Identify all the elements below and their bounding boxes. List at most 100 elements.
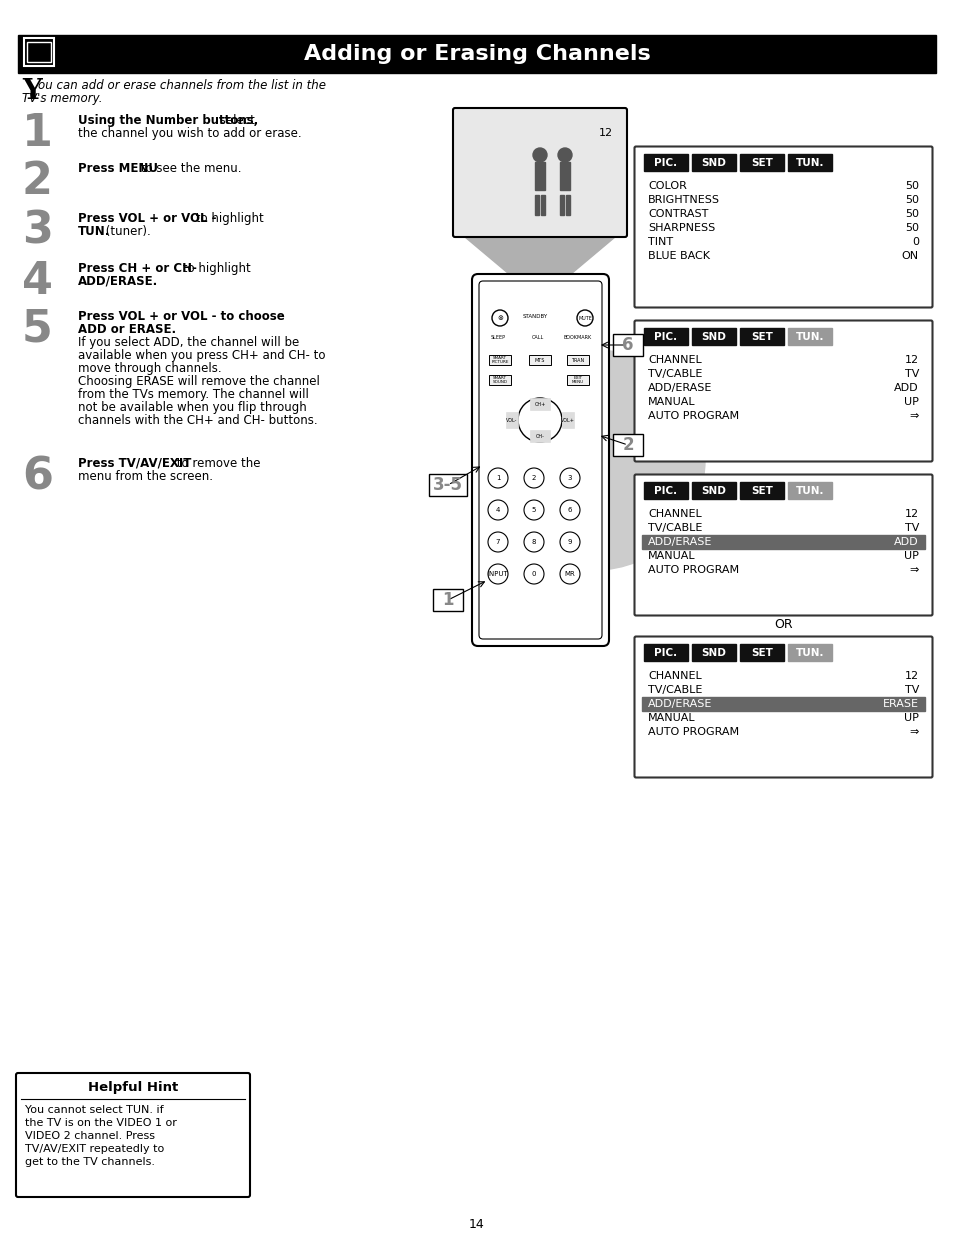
Text: VOL-: VOL- xyxy=(506,417,517,422)
Text: PIC.: PIC. xyxy=(654,331,677,342)
Text: 2: 2 xyxy=(22,161,53,203)
Text: ADD: ADD xyxy=(893,537,918,547)
Text: VIDEO 2 channel. Press: VIDEO 2 channel. Press xyxy=(25,1131,154,1141)
Text: TV/CABLE: TV/CABLE xyxy=(647,369,701,379)
Text: TV: TV xyxy=(903,685,918,695)
Text: to see the menu.: to see the menu. xyxy=(137,162,241,175)
Bar xyxy=(691,643,735,661)
Text: If you select ADD, the channel will be: If you select ADD, the channel will be xyxy=(78,336,299,350)
Text: You cannot select TUN. if: You cannot select TUN. if xyxy=(25,1105,164,1115)
Text: 12: 12 xyxy=(904,671,918,680)
Text: 50: 50 xyxy=(904,209,918,219)
Text: ADD or ERASE.: ADD or ERASE. xyxy=(78,324,176,336)
Text: SHARPNESS: SHARPNESS xyxy=(647,224,715,233)
Text: TUN.: TUN. xyxy=(795,158,823,168)
Bar xyxy=(740,482,783,499)
Bar xyxy=(27,42,51,62)
Text: TV: TV xyxy=(903,369,918,379)
Bar xyxy=(489,354,511,366)
Text: ERASE: ERASE xyxy=(882,699,918,709)
Text: the channel you wish to add or erase.: the channel you wish to add or erase. xyxy=(78,127,301,140)
Bar xyxy=(540,195,544,215)
FancyBboxPatch shape xyxy=(613,433,642,456)
Text: 6: 6 xyxy=(22,454,53,498)
Text: TV/AV/EXIT repeatedly to: TV/AV/EXIT repeatedly to xyxy=(25,1144,164,1153)
Text: the TV is on the VIDEO 1 or: the TV is on the VIDEO 1 or xyxy=(25,1118,176,1128)
Text: Press CH + or CH-: Press CH + or CH- xyxy=(78,262,196,275)
Text: 1: 1 xyxy=(442,592,454,609)
Text: 4: 4 xyxy=(22,261,53,303)
Text: ADD/ERASE.: ADD/ERASE. xyxy=(78,275,158,288)
Wedge shape xyxy=(595,350,704,571)
Text: CH-: CH- xyxy=(535,433,544,438)
Text: TV/CABLE: TV/CABLE xyxy=(647,522,701,534)
Bar xyxy=(643,329,687,345)
Text: EXIT
MENU: EXIT MENU xyxy=(572,375,583,384)
Text: COLOR: COLOR xyxy=(647,182,686,191)
Text: 5: 5 xyxy=(531,508,536,513)
Bar xyxy=(740,329,783,345)
Text: TUN.: TUN. xyxy=(795,485,823,495)
Text: Press TV/AV/EXIT: Press TV/AV/EXIT xyxy=(78,457,192,471)
Text: 6: 6 xyxy=(621,336,633,354)
Bar xyxy=(691,154,735,170)
Text: SET: SET xyxy=(750,158,772,168)
Text: 50: 50 xyxy=(904,182,918,191)
Text: Press MENU: Press MENU xyxy=(78,162,158,175)
Bar xyxy=(641,697,924,711)
Text: MANUAL: MANUAL xyxy=(647,713,695,722)
Text: MANUAL: MANUAL xyxy=(647,396,695,408)
Text: 12: 12 xyxy=(904,509,918,519)
Text: 0: 0 xyxy=(911,237,918,247)
Text: PIC.: PIC. xyxy=(654,158,677,168)
Bar xyxy=(565,195,569,215)
Text: UP: UP xyxy=(903,551,918,561)
Text: SET: SET xyxy=(750,647,772,657)
Polygon shape xyxy=(464,237,615,300)
FancyBboxPatch shape xyxy=(634,147,931,308)
Text: UP: UP xyxy=(903,396,918,408)
FancyBboxPatch shape xyxy=(433,589,462,611)
Text: ⇒: ⇒ xyxy=(908,564,918,576)
Text: 1: 1 xyxy=(22,112,53,156)
Text: Adding or Erasing Channels: Adding or Erasing Channels xyxy=(303,44,650,64)
Text: to highlight: to highlight xyxy=(192,212,263,225)
Text: 4: 4 xyxy=(496,508,499,513)
FancyBboxPatch shape xyxy=(429,474,467,496)
Text: TV: TV xyxy=(903,522,918,534)
Text: 3-5: 3-5 xyxy=(433,475,462,494)
Bar xyxy=(566,375,588,385)
Bar xyxy=(691,329,735,345)
Text: BOOKMARK: BOOKMARK xyxy=(563,335,592,340)
Text: 50: 50 xyxy=(904,195,918,205)
Bar xyxy=(643,482,687,499)
Text: ADD/ERASE: ADD/ERASE xyxy=(647,383,712,393)
Text: Helpful Hint: Helpful Hint xyxy=(88,1082,178,1094)
Text: Y: Y xyxy=(22,78,42,105)
Text: menu from the screen.: menu from the screen. xyxy=(78,471,213,483)
FancyBboxPatch shape xyxy=(634,474,931,615)
Bar xyxy=(787,154,831,170)
Text: Using the Number buttons,: Using the Number buttons, xyxy=(78,114,258,127)
Bar xyxy=(787,329,831,345)
Text: SLEEP: SLEEP xyxy=(490,335,505,340)
Text: ON: ON xyxy=(901,251,918,261)
Text: 8: 8 xyxy=(531,538,536,545)
Text: 50: 50 xyxy=(904,224,918,233)
Text: SET: SET xyxy=(750,485,772,495)
Text: Press VOL + or VOL - to choose: Press VOL + or VOL - to choose xyxy=(78,310,284,324)
Text: VOL+: VOL+ xyxy=(560,417,575,422)
Text: 2: 2 xyxy=(531,475,536,480)
Bar xyxy=(787,643,831,661)
Bar xyxy=(643,154,687,170)
Text: STANDBY: STANDBY xyxy=(522,314,548,319)
Bar xyxy=(740,154,783,170)
Text: 12: 12 xyxy=(904,354,918,366)
Bar xyxy=(529,354,551,366)
Text: ADD/ERASE: ADD/ERASE xyxy=(647,699,712,709)
Bar xyxy=(530,398,550,410)
Bar xyxy=(643,643,687,661)
Text: TUN.: TUN. xyxy=(78,225,111,238)
Bar xyxy=(489,375,511,385)
Text: CONTRAST: CONTRAST xyxy=(647,209,708,219)
